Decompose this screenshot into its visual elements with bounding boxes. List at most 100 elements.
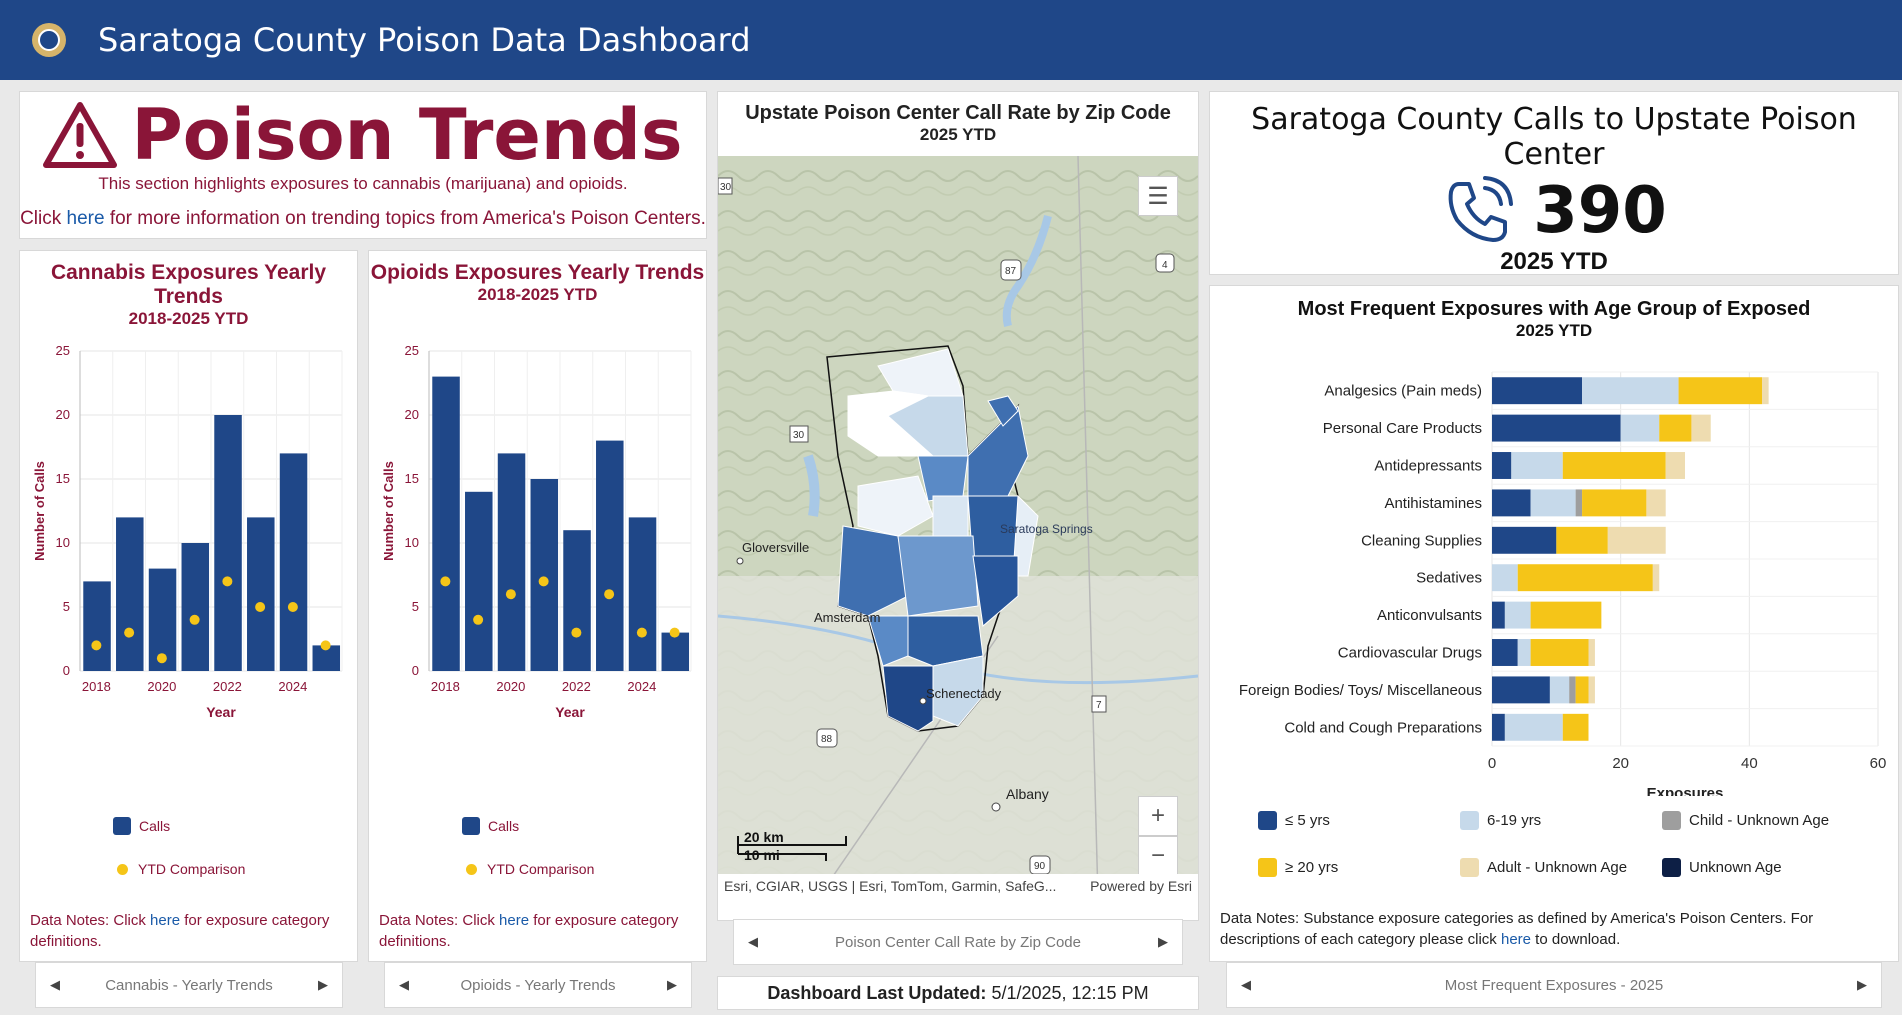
legend-swatch bbox=[1460, 811, 1479, 830]
category-label: Foreign Bodies/ Toys/ Miscellaneous bbox=[1239, 682, 1482, 699]
ytd-point-2018 bbox=[440, 576, 451, 587]
next-arrow-icon[interactable]: ▶ bbox=[1856, 977, 1867, 992]
opioids-chart-title: Opioids Exposures Yearly Trends bbox=[370, 261, 705, 284]
legend-item[interactable]: Adult - Unknown Age bbox=[1460, 858, 1627, 877]
bar-2020 bbox=[497, 453, 526, 671]
bar-segment bbox=[1588, 639, 1595, 666]
legend-calls[interactable]: Calls bbox=[462, 817, 519, 835]
y-tick-label: 20 bbox=[405, 407, 419, 422]
bar-2022 bbox=[214, 415, 242, 671]
legend-item[interactable]: Child - Unknown Age bbox=[1662, 811, 1829, 830]
place-gloversville: Gloversville bbox=[742, 540, 809, 555]
calls-panel: Saratoga County Calls to Upstate Poison … bbox=[1209, 91, 1899, 275]
prev-arrow-icon[interactable]: ◀ bbox=[50, 977, 60, 992]
y-tick-label: 25 bbox=[405, 343, 419, 358]
exposures-notes-link[interactable]: here bbox=[1500, 931, 1532, 948]
legend-calls[interactable]: Calls bbox=[113, 817, 170, 835]
poison-trends-title: Poison Trends bbox=[131, 94, 683, 176]
exposures-stacked-bar-chart: 0 20 40 60 Analgesics (Pain meds) Personal Ca… bbox=[1239, 371, 1887, 796]
zoom-in-button[interactable]: + bbox=[1138, 796, 1178, 836]
next-arrow-icon[interactable]: ▶ bbox=[317, 977, 328, 992]
legend-item[interactable]: ≤ 5 yrs bbox=[1258, 811, 1330, 830]
calls-count: 390 bbox=[1533, 174, 1667, 248]
bar-segment bbox=[1492, 452, 1512, 479]
x-axis-title: Year bbox=[555, 704, 585, 720]
bar-2023 bbox=[596, 440, 624, 671]
bar-2024 bbox=[628, 517, 657, 671]
next-arrow-icon[interactable]: ▶ bbox=[1158, 934, 1168, 949]
county-seal-logo bbox=[32, 23, 66, 57]
basemap: Gloversville Amsterdam Schenectady Alban… bbox=[718, 156, 1198, 898]
legend-label: 6-19 yrs bbox=[1487, 812, 1542, 829]
prev-arrow-icon[interactable]: ◀ bbox=[1241, 977, 1251, 992]
legend-item[interactable]: 6-19 yrs bbox=[1460, 811, 1541, 830]
x-tick-label: 2022 bbox=[213, 679, 242, 694]
cannabis-chart-subtitle: 2018-2025 YTD bbox=[128, 309, 249, 328]
opioids-bar-chart: 0 5 10 15 20 25 2018 2020 2022 2024 Year Number of … bbox=[381, 343, 692, 720]
x-tick-label: 2018 bbox=[431, 679, 460, 694]
cannabis-notes-link[interactable]: here bbox=[150, 912, 181, 929]
ytd-point-2024 bbox=[287, 602, 298, 612]
ytd-point-2023 bbox=[604, 589, 615, 600]
last-updated-bar: Dashboard Last Updated: 5/1/2025, 12:15 … bbox=[717, 976, 1199, 1010]
y-tick-label: 25 bbox=[56, 343, 70, 358]
bar-segment bbox=[1562, 452, 1666, 479]
bar-segment bbox=[1492, 526, 1557, 554]
map-canvas[interactable]: Gloversville Amsterdam Schenectady Alban… bbox=[718, 156, 1198, 898]
next-arrow-icon[interactable]: ▶ bbox=[667, 977, 677, 992]
bar-2018 bbox=[432, 376, 460, 671]
bar-segment bbox=[1530, 639, 1589, 666]
bar-segment bbox=[1492, 601, 1505, 629]
legend-item[interactable]: ≥ 20 yrs bbox=[1258, 858, 1338, 877]
category-label: Anticonvulsants bbox=[1377, 607, 1482, 624]
bar-2021 bbox=[530, 479, 559, 671]
category-label: Cleaning Supplies bbox=[1361, 532, 1482, 549]
shield-30a: 30 bbox=[720, 182, 732, 193]
exposures-nav-label: Most Frequent Exposures - 2025 bbox=[1444, 976, 1664, 994]
map-attribution: Esri, CGIAR, USGS | Esri, TomTom, Garmin… bbox=[718, 874, 1198, 898]
prev-arrow-icon[interactable]: ◀ bbox=[399, 977, 409, 992]
bar-segment bbox=[1582, 377, 1679, 405]
exposures-navbar: ◀ Most Frequent Exposures - 2025 ▶ bbox=[1226, 962, 1882, 1008]
ytd-point-2021 bbox=[538, 576, 549, 587]
ytd-point-2020 bbox=[156, 653, 167, 664]
x-tick-label: 0 bbox=[1488, 755, 1496, 772]
trends-more-link[interactable]: here bbox=[66, 208, 105, 229]
bar-segment bbox=[1665, 452, 1685, 479]
opioids-chart-subtitle: 2018-2025 YTD bbox=[477, 285, 598, 304]
legend-ytd[interactable]: YTD Comparison bbox=[466, 861, 594, 877]
category-label: Cold and Cough Preparations bbox=[1284, 719, 1482, 736]
legend-item[interactable]: Unknown Age bbox=[1662, 858, 1782, 877]
y-tick-label: 15 bbox=[56, 471, 70, 486]
cannabis-navbar: ◀ Cannabis - Yearly Trends ▶ bbox=[35, 962, 343, 1008]
bar-2023 bbox=[247, 517, 275, 671]
prev-arrow-icon[interactable]: ◀ bbox=[748, 934, 758, 949]
zoom-out-button[interactable]: − bbox=[1138, 836, 1178, 876]
bar-segment bbox=[1511, 452, 1563, 479]
legend-label: ≥ 20 yrs bbox=[1285, 859, 1339, 876]
ytd-point-2025 bbox=[669, 627, 680, 638]
category-label: Antidepressants bbox=[1374, 458, 1482, 475]
legend-list-icon[interactable]: ☰ bbox=[1138, 176, 1178, 216]
bar-segment bbox=[1492, 489, 1531, 517]
x-tick-label: 20 bbox=[1612, 755, 1629, 772]
y-tick-label: 10 bbox=[56, 535, 70, 550]
x-tick-label: 2024 bbox=[278, 679, 307, 694]
bar-segment bbox=[1691, 414, 1711, 442]
attribution-text[interactable]: Esri, CGIAR, USGS | Esri, TomTom, Garmin… bbox=[724, 878, 1057, 894]
trends-more-info: Click here for more information on trend… bbox=[20, 208, 706, 229]
powered-by-esri[interactable]: Powered by Esri bbox=[1090, 878, 1192, 894]
bar-segment bbox=[1492, 377, 1583, 405]
y-tick-label: 5 bbox=[63, 599, 70, 614]
shield-87: 87 bbox=[1005, 266, 1017, 277]
ytd-point-2018 bbox=[91, 640, 102, 651]
x-tick-label: 2020 bbox=[147, 679, 176, 694]
place-saratoga: Saratoga Springs bbox=[1000, 522, 1093, 536]
exposures-title: Most Frequent Exposures with Age Group o… bbox=[1297, 298, 1811, 320]
opioids-notes-link[interactable]: here bbox=[499, 912, 530, 929]
bar-segment bbox=[1575, 676, 1589, 704]
legend-calls-swatch bbox=[113, 817, 131, 835]
legend-ytd[interactable]: YTD Comparison bbox=[117, 861, 245, 877]
category-label: Cardiovascular Drugs bbox=[1338, 645, 1482, 662]
x-tick-label: 60 bbox=[1870, 755, 1887, 772]
